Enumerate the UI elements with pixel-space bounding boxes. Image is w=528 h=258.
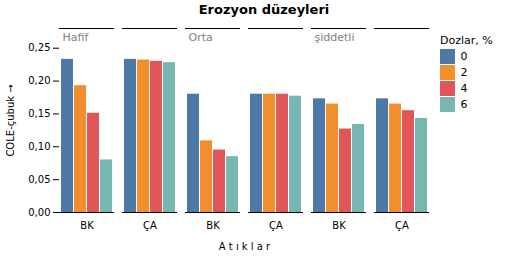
svg-text:0,00: 0,00 bbox=[28, 207, 50, 218]
svg-text:Orta: Orta bbox=[189, 31, 213, 44]
svg-text:BK: BK bbox=[80, 220, 94, 231]
html-text:6: 6 bbox=[460, 98, 468, 111]
svg-text:BK: BK bbox=[206, 220, 220, 231]
svg-text:0,10: 0,10 bbox=[28, 141, 50, 152]
svg-text:ÇA: ÇA bbox=[395, 220, 409, 231]
html-text:2: 2 bbox=[460, 66, 468, 79]
html-text:4: 4 bbox=[460, 82, 468, 95]
svg-text:ÇA: ÇA bbox=[269, 220, 283, 231]
svg-text:COLE-çubuk →: COLE-çubuk → bbox=[5, 84, 16, 156]
svg-text:ÇA: ÇA bbox=[143, 220, 157, 231]
svg-text:A t ı k l a r: A t ı k l a r bbox=[219, 241, 271, 252]
svg-text:0,15: 0,15 bbox=[28, 108, 50, 119]
svg-text:0,25: 0,25 bbox=[28, 42, 50, 53]
html-text:0: 0 bbox=[460, 50, 468, 63]
svg-text:şiddetli: şiddetli bbox=[315, 31, 355, 44]
svg-text:BK: BK bbox=[332, 220, 346, 231]
html-text:Dozlar, %: Dozlar, % bbox=[440, 34, 493, 47]
svg-text:Hafif: Hafif bbox=[63, 31, 90, 44]
svg-text:0,20: 0,20 bbox=[28, 75, 50, 86]
html-text:Erozyon düzeyleri: Erozyon düzeyleri bbox=[198, 2, 330, 17]
svg-text:0,05: 0,05 bbox=[28, 174, 50, 185]
